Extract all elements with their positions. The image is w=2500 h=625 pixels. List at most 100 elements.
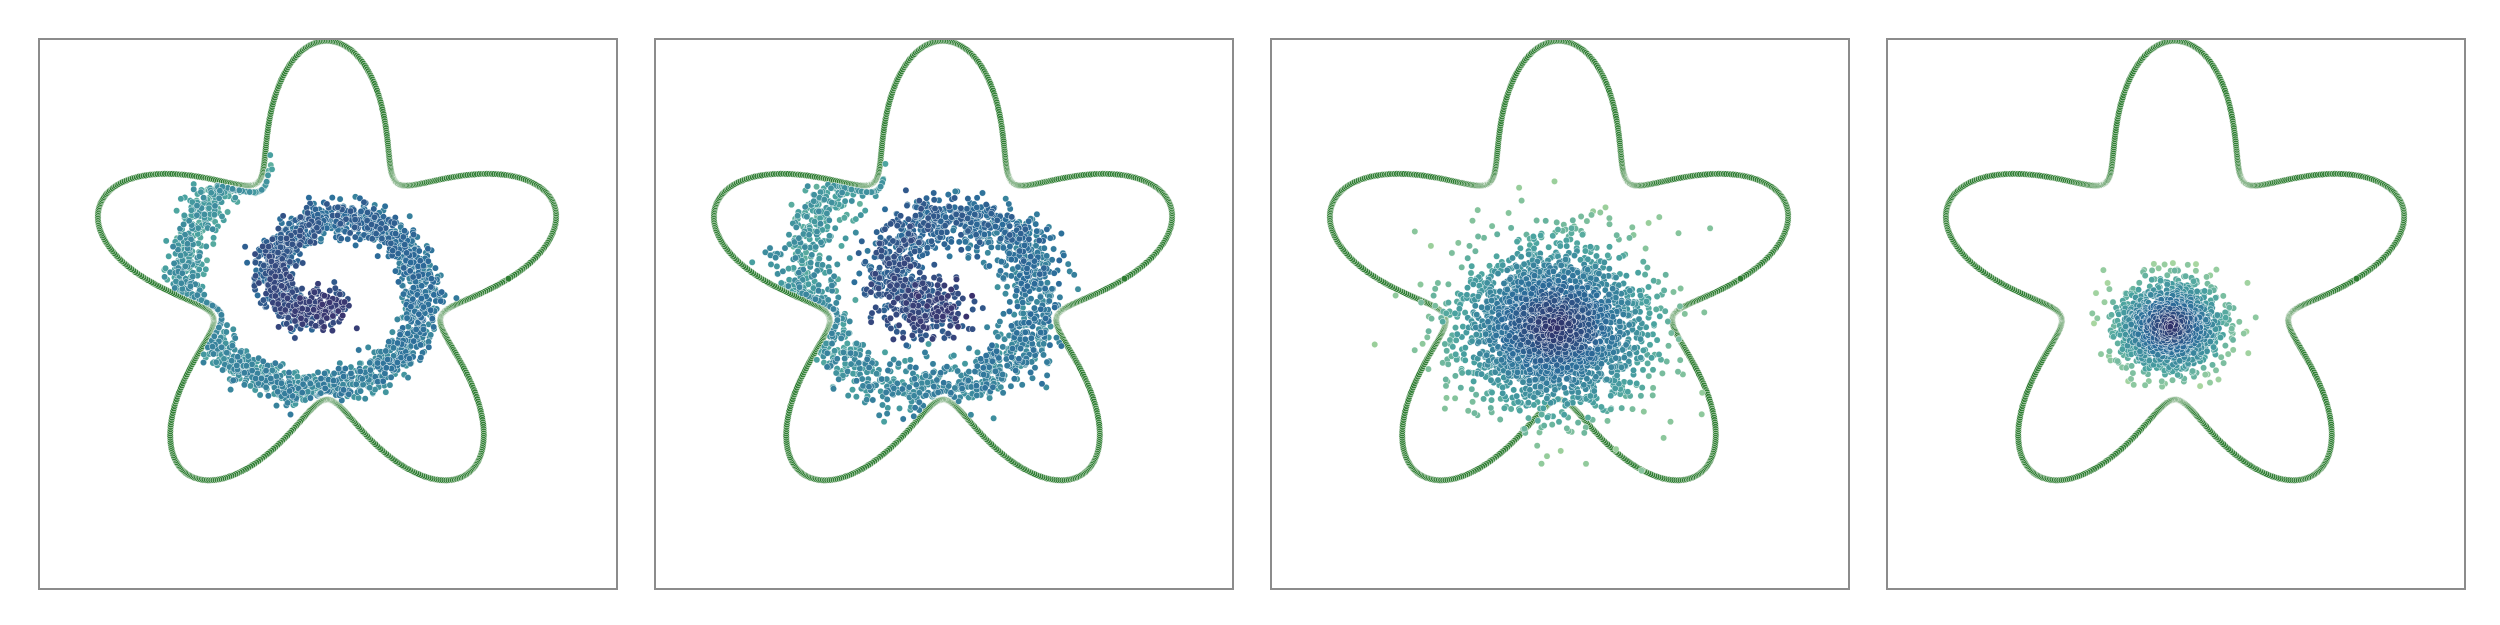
sample-point: [223, 321, 231, 329]
sample-point: [323, 314, 331, 322]
sample-point: [366, 359, 374, 367]
sample-point: [382, 388, 390, 396]
sample-point: [264, 392, 272, 400]
sample-point: [336, 290, 344, 298]
sample-point: [950, 352, 958, 359]
sample-point: [274, 300, 282, 308]
sample-point: [169, 243, 177, 251]
sample-point: [326, 299, 334, 306]
sample-point: [228, 357, 236, 365]
sample-point: [813, 183, 821, 191]
sample-point: [342, 215, 350, 223]
sample-point: [231, 194, 239, 202]
scatter-plot-1: [94, 40, 560, 484]
sample-point: [430, 323, 438, 331]
sample-point: [387, 373, 395, 381]
sample-point: [974, 348, 981, 356]
sample-point: [392, 267, 399, 275]
sample-point: [284, 294, 291, 302]
sample-point: [200, 210, 208, 218]
sample-point: [286, 258, 294, 266]
sample-point: [209, 343, 217, 351]
sample-point: [262, 367, 270, 375]
sample-point: [210, 211, 218, 219]
sample-point: [826, 232, 833, 240]
sample-point: [376, 225, 384, 233]
sample-point: [291, 334, 299, 342]
sample-point: [364, 343, 372, 351]
sample-point: [205, 204, 213, 212]
sample-point: [266, 151, 274, 159]
scatter-panel-2: [654, 38, 1234, 590]
sample-point: [430, 291, 438, 299]
sample-point: [242, 362, 250, 370]
sample-point: [748, 258, 756, 266]
sample-point: [807, 259, 815, 267]
sample-point: [312, 322, 320, 330]
sample-point: [208, 302, 216, 309]
sample-point: [223, 349, 231, 357]
sample-point: [292, 262, 300, 270]
sample-point: [264, 171, 272, 179]
sample-point: [906, 356, 914, 364]
sample-point: [390, 219, 398, 227]
sample-point: [384, 356, 392, 363]
sample-point: [388, 328, 396, 336]
sample-point: [427, 331, 435, 339]
sample-point: [852, 393, 860, 401]
sample-point: [296, 241, 304, 249]
sample-point: [200, 350, 208, 358]
sample-point: [299, 380, 307, 388]
sample-point: [341, 298, 348, 306]
sample-point: [896, 404, 903, 412]
sample-point: [359, 381, 367, 389]
sample-point: [200, 359, 207, 366]
sample-point: [400, 290, 407, 298]
sample-points: [160, 151, 460, 418]
sample-point: [178, 269, 186, 277]
sample-point: [200, 194, 208, 202]
sample-point: [286, 387, 294, 395]
sample-point: [193, 211, 201, 219]
sample-point: [431, 264, 439, 272]
sample-point: [428, 315, 436, 323]
sample-point: [231, 334, 239, 342]
sample-point: [259, 296, 267, 304]
sample-point: [257, 374, 265, 382]
scatter-plot-2: [710, 40, 1176, 484]
sample-point: [287, 411, 294, 418]
sample-point: [427, 275, 435, 283]
boundary-point: [1120, 275, 1129, 283]
sample-point: [856, 200, 864, 208]
sample-point: [209, 240, 217, 248]
sample-point: [243, 259, 251, 267]
sample-point: [177, 195, 185, 203]
sample-point: [798, 257, 806, 265]
sample-point: [409, 273, 417, 281]
boundary-point: [504, 275, 513, 283]
sample-point: [382, 364, 390, 372]
sample-point: [180, 211, 188, 219]
sample-point: [420, 325, 427, 333]
sample-point: [346, 229, 354, 237]
sample-point: [427, 306, 435, 314]
sample-point: [356, 367, 364, 375]
sample-point: [831, 224, 839, 232]
sample-point: [371, 213, 378, 221]
sample-point: [298, 305, 306, 313]
sample-point: [284, 399, 292, 407]
sample-point: [344, 235, 352, 243]
sample-point: [176, 234, 184, 242]
sample-point: [222, 328, 230, 336]
sample-point: [357, 387, 364, 395]
sample-point: [418, 282, 426, 290]
sample-point: [381, 370, 389, 377]
sample-point: [235, 186, 243, 194]
sample-point: [195, 252, 203, 260]
sample-point: [240, 369, 248, 377]
sample-point: [161, 273, 169, 281]
sample-point: [438, 288, 446, 296]
sample-point: [355, 394, 362, 402]
sample-point: [241, 243, 249, 251]
sample-point: [227, 386, 235, 394]
